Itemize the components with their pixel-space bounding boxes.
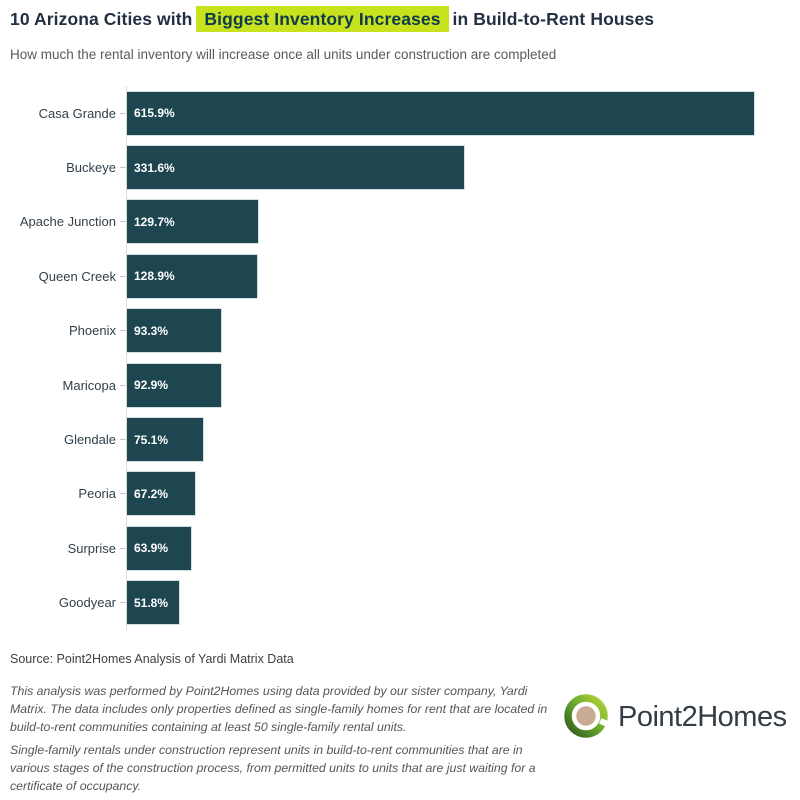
axis-tick — [120, 112, 126, 114]
chart-subtitle: How much the rental inventory will incre… — [10, 47, 557, 62]
category-label: Goodyear — [58, 595, 116, 611]
category-label: Phoenix — [69, 323, 116, 339]
axis-tick — [120, 602, 126, 604]
bar-area: 51.8% — [126, 575, 790, 630]
axis-tick — [120, 493, 126, 495]
chart-title-highlight: Biggest Inventory Increases — [196, 6, 449, 32]
category-label: Glendale — [63, 432, 116, 448]
chart-row: Apache Junction 129.7% — [10, 194, 790, 250]
axis-tick — [120, 167, 126, 169]
bar: 128.9% — [127, 253, 259, 299]
point2homes-logo-text: Point2Homes — [618, 701, 787, 733]
chart-row: Goodyear 51.8% — [10, 575, 790, 630]
bar-value-label: 93.3% — [134, 323, 169, 338]
bar-value-label: 63.9% — [134, 541, 169, 556]
note-paragraph-2: Single-family rentals under construction… — [10, 743, 536, 793]
chart-title-suffix: in Build-to-Rent Houses — [452, 9, 655, 29]
bar: 93.3% — [127, 308, 223, 354]
bar: 92.9% — [127, 362, 222, 408]
bar-value-label: 51.8% — [134, 595, 169, 610]
chart-row: Buckeye 331.6% — [10, 140, 790, 195]
chart-row: Glendale 75.1% — [10, 412, 790, 467]
bar-area: 129.7% — [126, 194, 790, 250]
category-label: Apache Junction — [19, 214, 116, 230]
axis-tick — [120, 384, 126, 386]
category-label: Casa Grande — [38, 105, 116, 121]
bar: 67.2% — [127, 471, 196, 517]
bar: 63.9% — [127, 525, 193, 571]
bar-value-label: 75.1% — [134, 432, 169, 447]
chart-title-prefix: 10 Arizona Cities with — [10, 9, 193, 29]
category-label: Maricopa — [62, 377, 116, 393]
point2homes-logo: Point2Homes — [563, 692, 787, 743]
chart-row: Surprise 63.9% — [10, 521, 790, 576]
bar: 615.9% — [127, 90, 755, 136]
bar: 331.6% — [127, 145, 466, 191]
chart-row: Casa Grande 615.9% — [10, 86, 790, 141]
category-label: Surprise — [67, 540, 116, 556]
bar: 129.7% — [127, 199, 260, 245]
point2homes-logo-icon — [563, 692, 611, 743]
bar-chart: Casa Grande 615.9% Buckeye 331.6% Apache Jun… — [10, 86, 790, 630]
category-label: Peoria — [78, 486, 116, 502]
chart-row: Maricopa 92.9% — [10, 357, 790, 413]
axis-tick — [120, 547, 126, 549]
bar-value-label: 615.9% — [134, 106, 175, 121]
bar-area: 93.3% — [126, 303, 790, 358]
axis-tick — [120, 330, 126, 332]
chart-title: 10 Arizona Cities with Biggest Inventory … — [10, 6, 655, 32]
chart-row: Peoria 67.2% — [10, 466, 790, 522]
category-label: Buckeye — [66, 160, 116, 176]
axis-tick — [120, 221, 126, 223]
chart-row: Queen Creek 128.9% — [10, 249, 790, 304]
axis-tick — [120, 439, 126, 441]
bar: 75.1% — [127, 417, 204, 463]
chart-row: Phoenix 93.3% — [10, 303, 790, 358]
bar-value-label: 128.9% — [134, 269, 175, 284]
category-label: Queen Creek — [38, 268, 116, 284]
note-paragraph-1: This analysis was performed by Point2Hom… — [10, 684, 548, 734]
source-text: Source: Point2Homes Analysis of Yardi Ma… — [10, 652, 294, 666]
bar-value-label: 129.7% — [134, 214, 175, 229]
bar-area: 615.9% — [126, 86, 790, 141]
bar-area: 92.9% — [126, 357, 790, 413]
bar-value-label: 331.6% — [134, 160, 175, 175]
bar-area: 128.9% — [126, 249, 790, 304]
axis-tick — [120, 275, 126, 277]
bar-area: 331.6% — [126, 140, 790, 195]
bar-value-label: 67.2% — [134, 486, 169, 501]
bar-value-label: 92.9% — [134, 378, 169, 393]
bar-area: 67.2% — [126, 466, 790, 522]
bar-area: 75.1% — [126, 412, 790, 467]
bar-area: 63.9% — [126, 521, 790, 576]
bar: 51.8% — [127, 580, 180, 626]
